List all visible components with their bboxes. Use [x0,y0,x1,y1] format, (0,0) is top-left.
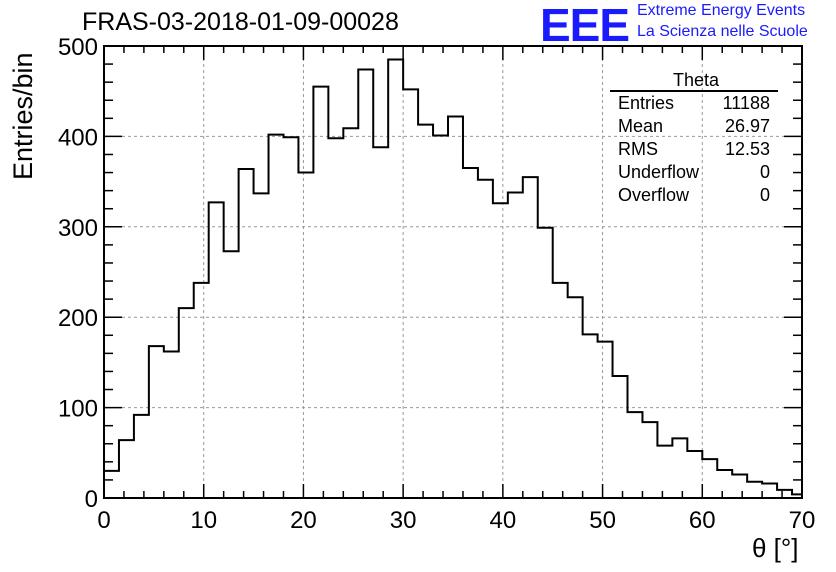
logo-tagline-2: La Scienza nelle Scuole [637,23,808,40]
axis-tick-labels: 0 10 20 30 40 50 60 70 0 100 200 300 400 500 [58,34,815,534]
stats-label: Underflow [618,162,700,182]
stats-value: 0 [759,185,770,205]
stats-label: Overflow [618,185,690,205]
y-tick-label: 100 [58,396,98,423]
stats-row-mean: Mean 26.97 [610,115,778,138]
x-tick-label: 70 [789,507,816,534]
x-tick-label: 0 [97,507,110,534]
y-tick-label: 200 [58,305,98,332]
stats-label: Entries [618,93,675,113]
grid-lines [104,46,802,498]
x-axis-label: θ [°] [752,533,799,563]
stats-title: Theta [610,70,778,92]
stats-row-rms: RMS 12.53 [610,138,778,161]
x-tick-label: 20 [290,507,317,534]
y-tick-label: 300 [58,215,98,242]
y-tick-label: 500 [58,34,98,61]
stats-value: 12.53 [724,139,770,159]
stats-label: RMS [618,139,658,159]
x-tick-label: 40 [490,507,517,534]
x-tick-label: 50 [589,507,616,534]
stats-value: 0 [759,162,770,182]
x-tick-label: 30 [390,507,417,534]
stats-row-overflow: Overflow 0 [610,184,778,207]
histogram-title: FRAS-03-2018-01-09-00028 [82,8,399,36]
x-tick-label: 60 [689,507,716,534]
y-tick-label: 0 [85,486,98,513]
histogram-step-line [104,58,802,496]
x-tick-label: 10 [190,507,217,534]
stats-value: 11188 [722,93,770,113]
logo-tagline-1: Extreme Energy Events [637,2,806,19]
axis-ticks [103,45,803,499]
stats-box: Theta Entries 11188 Mean 26.97 RMS 12.53… [610,70,778,207]
stats-row-underflow: Underflow 0 [610,161,778,184]
stats-label: Mean [618,116,664,136]
y-axis-label: Entries/bin [8,52,38,180]
stats-value: 26.97 [724,116,770,136]
plot-frame [103,45,803,499]
stats-row-entries: Entries 11188 [610,92,778,115]
eee-logo: EEE [540,0,630,51]
y-tick-label: 400 [58,124,98,151]
